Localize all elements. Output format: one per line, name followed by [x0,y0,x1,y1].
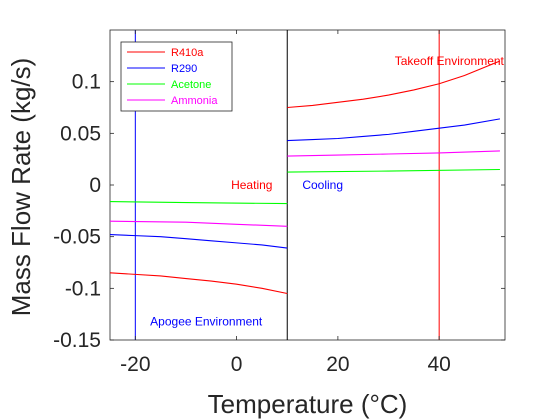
y-axis-label: Mass Flow Rate (kg/s) [6,58,36,317]
y-tick-label: 0.05 [60,122,101,145]
series-acetone-line-0 [109,200,288,205]
annotation-cooling: Cooling [302,178,343,192]
series-r290-line-0 [109,234,288,249]
annotation-apogee-environment: Apogee Environment [150,314,263,328]
y-axis-ticks: -0.15 -0.1 -0.05 0 0.05 0.1 [53,71,505,352]
y-tick-label: -0.05 [53,226,101,249]
y-tick-label: 0 [89,174,101,197]
x-tick-label: -20 [120,353,150,376]
legend: R410a R290 Acetone Ammonia [120,41,233,112]
annotation-heating: Heating [231,178,272,192]
annotation-takeoff-environment: Takeoff Environment [395,54,505,68]
legend-label-ammonia: Ammonia [171,95,218,107]
x-axis-label: Temperature (°C) [208,389,408,419]
y-tick-label: 0.1 [72,71,101,94]
x-tick-label: 0 [231,353,243,376]
y-tick-label: -0.15 [53,329,101,352]
plot-area: Takeoff Environment Apogee Environment Hea… [109,29,506,341]
y-tick-label: -0.1 [65,277,101,300]
legend-label-r290: R290 [171,63,197,75]
series-ammonia-line-1 [287,150,500,157]
series-acetone-line-1 [287,168,500,173]
series-r410a-line-1 [287,60,501,109]
x-tick-label: 20 [326,353,349,376]
series-r290-line-1 [287,118,501,142]
legend-label-acetone: Acetone [171,79,211,91]
x-axis-ticks: -20 0 20 40 [120,30,451,376]
series-ammonia-line-0 [109,220,288,227]
series-r410a-line-0 [109,272,288,295]
x-tick-label: 40 [427,353,450,376]
legend-label-r410a: R410a [171,47,204,59]
